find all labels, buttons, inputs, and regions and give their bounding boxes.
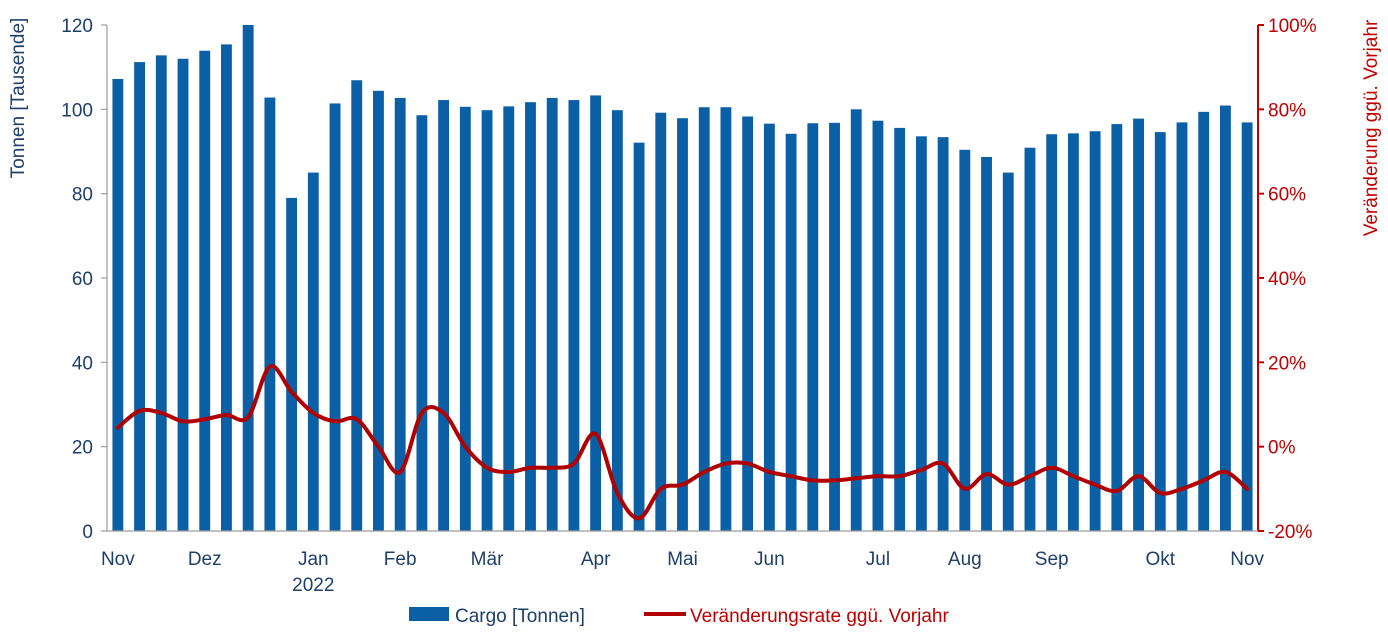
cargo-bar bbox=[112, 78, 124, 531]
x-tick-label: Jan bbox=[298, 549, 329, 570]
cargo-bar bbox=[677, 118, 688, 531]
cargo-bar bbox=[633, 142, 645, 531]
cargo-bar bbox=[611, 110, 623, 532]
cargo-bar bbox=[329, 103, 341, 532]
left-tick-label: 120 bbox=[61, 16, 93, 37]
left-tick-label: 100 bbox=[61, 100, 93, 121]
legend-bar-label: Cargo [Tonnen] bbox=[455, 606, 585, 627]
cargo-bar bbox=[785, 133, 797, 532]
x-tick-label: Jul bbox=[866, 549, 890, 570]
x-tick-label: Mär bbox=[471, 549, 504, 570]
cargo-bar bbox=[568, 100, 580, 531]
cargo-bar bbox=[134, 62, 146, 532]
x-tick-label: Nov bbox=[1230, 549, 1264, 570]
cargo-bar bbox=[438, 100, 450, 531]
cargo-bar bbox=[307, 172, 319, 531]
cargo-bar bbox=[481, 110, 493, 532]
legend-bar-swatch bbox=[409, 607, 449, 621]
cargo-bar bbox=[1220, 105, 1231, 531]
x-tick-label: Nov bbox=[101, 549, 135, 570]
cargo-bars bbox=[112, 25, 1253, 532]
cargo-bar bbox=[373, 90, 384, 531]
cargo-bar bbox=[1002, 172, 1014, 531]
right-tick-label: 60% bbox=[1268, 185, 1306, 206]
cargo-bar bbox=[850, 109, 862, 531]
left-axis-title: Tonnen [Tausende] bbox=[8, 18, 29, 179]
cargo-bar bbox=[286, 197, 298, 531]
cargo-bar bbox=[829, 122, 840, 531]
x-tick-label: Apr bbox=[581, 549, 611, 570]
cargo-bar bbox=[981, 156, 992, 532]
left-tick-label: 40 bbox=[72, 353, 93, 374]
cargo-bar bbox=[1024, 147, 1036, 531]
x-tick-label: Mai bbox=[667, 549, 698, 570]
x-tick-label: Okt bbox=[1145, 549, 1175, 570]
legend: Cargo [Tonnen] Veränderungsrate ggü. Vor… bbox=[409, 606, 949, 627]
cargo-bar bbox=[351, 80, 363, 532]
x-tick-label: Dez bbox=[188, 549, 222, 570]
cargo-bar bbox=[525, 102, 536, 531]
right-tick-label: 100% bbox=[1268, 16, 1317, 37]
cargo-bar bbox=[1241, 122, 1253, 531]
cargo-bar bbox=[264, 97, 276, 531]
cargo-bar bbox=[546, 97, 558, 531]
cargo-bar bbox=[763, 123, 775, 532]
cargo-bar bbox=[503, 106, 515, 531]
cargo-bar bbox=[1089, 131, 1101, 531]
x-tick-label: Sep bbox=[1035, 549, 1069, 570]
left-tick-label: 20 bbox=[72, 438, 93, 459]
cargo-bar bbox=[872, 120, 884, 531]
cargo-bar bbox=[155, 55, 167, 532]
cargo-bar bbox=[720, 107, 732, 531]
cargo-bar bbox=[698, 107, 710, 531]
cargo-bar bbox=[1198, 111, 1210, 532]
cargo-bar bbox=[199, 50, 211, 531]
cargo-bar bbox=[1176, 122, 1188, 531]
right-tick-label: 80% bbox=[1268, 100, 1306, 121]
cargo-bar bbox=[590, 95, 602, 532]
cargo-bar bbox=[1154, 132, 1166, 531]
x-axis-ticks: Nov Dez Jan 2022 Feb Mär Apr Mai Jun Jul Aug Sep Okt… bbox=[101, 549, 1265, 596]
cargo-bar bbox=[1133, 118, 1144, 532]
x-tick-label: Feb bbox=[384, 549, 417, 570]
right-axis-ticks: -20% 0% 20% 40% 60% 80% 100% bbox=[1258, 16, 1317, 543]
right-tick-label: -20% bbox=[1268, 522, 1312, 543]
left-axis-ticks: 0 20 40 60 80 100 120 bbox=[61, 16, 107, 543]
cargo-bar bbox=[894, 127, 906, 531]
x-tick-label: Jun bbox=[754, 549, 785, 570]
cargo-bar bbox=[416, 115, 428, 532]
cargo-bar bbox=[807, 123, 819, 531]
cargo-bar bbox=[459, 106, 471, 532]
left-tick-label: 60 bbox=[72, 269, 93, 290]
cargo-bar bbox=[1111, 124, 1123, 531]
change-rate-line bbox=[115, 364, 1250, 521]
x-tick-year-label: 2022 bbox=[292, 575, 334, 596]
right-axis-title: Veränderung ggü. Vorjahr bbox=[1361, 19, 1382, 236]
legend-line-label: Veränderungsrate ggü. Vorjahr bbox=[690, 606, 949, 627]
cargo-bar bbox=[1067, 133, 1079, 531]
right-tick-label: 0% bbox=[1268, 438, 1296, 459]
cargo-bar bbox=[959, 149, 971, 531]
right-tick-label: 20% bbox=[1268, 353, 1306, 374]
right-tick-label: 40% bbox=[1268, 269, 1306, 290]
cargo-bar bbox=[221, 44, 232, 532]
cargo-bar bbox=[394, 97, 406, 531]
x-tick-label: Aug bbox=[948, 549, 982, 570]
cargo-bar bbox=[655, 112, 667, 532]
cargo-bar bbox=[1046, 134, 1058, 531]
cargo-bar bbox=[242, 25, 254, 531]
cargo-bar bbox=[177, 58, 189, 531]
left-tick-label: 0 bbox=[82, 522, 93, 543]
cargo-bar bbox=[742, 116, 754, 531]
cargo-bar bbox=[915, 136, 927, 531]
cargo-bar bbox=[937, 137, 949, 531]
left-tick-label: 80 bbox=[72, 185, 93, 206]
